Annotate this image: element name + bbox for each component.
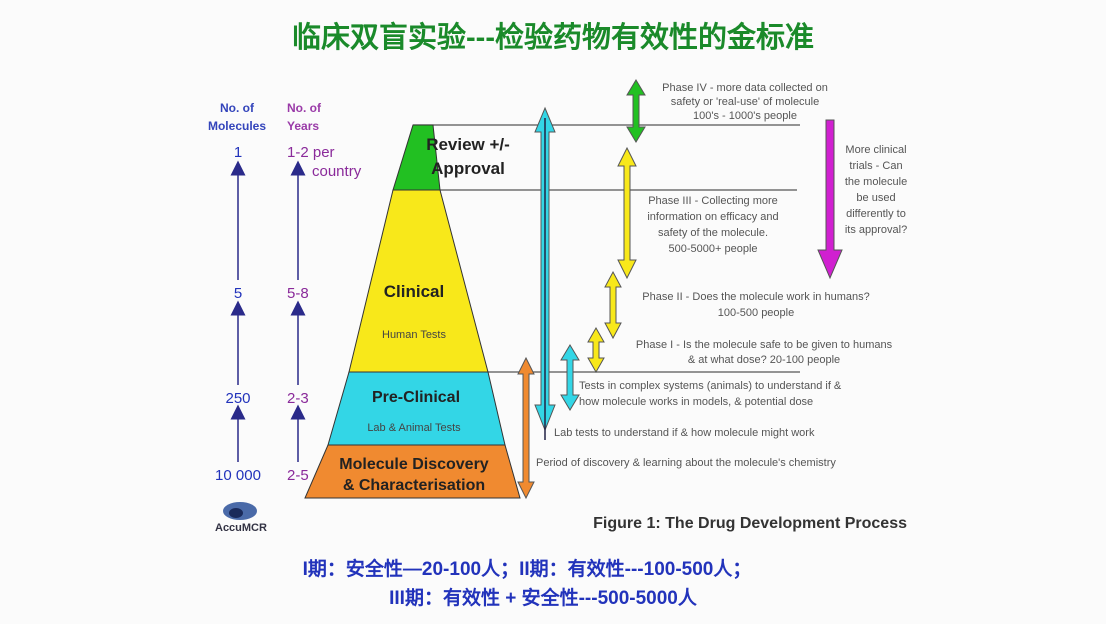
years-country: country	[312, 163, 362, 180]
more-trials-note-6: its approval?	[845, 224, 907, 236]
lab-note: Lab tests to understand if & how molecul…	[554, 427, 815, 439]
phase1-double-arrow	[587, 326, 605, 374]
preclinical-sub-label: Lab & Animal Tests	[367, 422, 461, 434]
years-2-5: 2-5	[287, 467, 309, 484]
logo: AccuMCR	[215, 502, 267, 534]
discovery-note: Period of discovery & learning about the…	[536, 457, 836, 469]
phase2-note-2: 100-500 people	[718, 307, 794, 319]
slide-title: 临床双盲实验---检验药物有效性的金标准	[292, 20, 814, 54]
preclinical-label: Pre-Clinical	[372, 389, 460, 406]
animal-note-1: Tests in complex systems (animals) to un…	[579, 380, 842, 392]
pyramid-clinical-band	[348, 189, 489, 373]
years-2-3: 2-3	[287, 390, 309, 407]
phase3-note-3: safety of the molecule.	[658, 227, 768, 239]
figure-caption: Figure 1: The Drug Development Process	[593, 515, 907, 532]
up-arrows	[230, 160, 306, 462]
years-5-8: 5-8	[287, 285, 309, 302]
more-trials-note-4: be used	[856, 192, 895, 204]
molecules-10000: 10 000	[215, 467, 261, 484]
animal-note-2: how molecule works in models, & potentia…	[579, 396, 813, 408]
more-trials-note-1: More clinical	[845, 144, 906, 156]
years-1-2: 1-2 per	[287, 144, 335, 161]
years-header-1: No. of	[287, 101, 322, 115]
discovery-label-1: Molecule Discovery	[339, 456, 489, 473]
summary-line-2: III期：有效性 + 安全性---500-5000人	[389, 586, 698, 609]
molecules-250: 250	[225, 390, 250, 407]
clinical-sub-label: Human Tests	[382, 329, 446, 341]
more-trials-note-3: the molecule	[845, 176, 907, 188]
review-label-1: Review +/-	[426, 135, 510, 154]
summary-line-1: I期：安全性—20-100人；II期：有效性---100-500人；	[303, 557, 752, 580]
logo-text: AccuMCR	[215, 522, 267, 534]
phase4-note-2: safety or 'real-use' of molecule	[671, 96, 820, 108]
molecules-header-1: No. of	[220, 101, 255, 115]
phase3-note-2: information on efficacy and	[647, 211, 778, 223]
discovery-double-arrow	[517, 356, 535, 500]
phase3-note-4: 500-5000+ people	[669, 243, 758, 255]
pyramid-discovery-band	[304, 444, 521, 499]
review-label-2: Approval	[431, 159, 505, 178]
phase1-note-2: & at what dose? 20-100 people	[688, 354, 840, 366]
phase1-note-1: Phase I - Is the molecule safe to be giv…	[636, 339, 893, 351]
more-trials-note-5: differently to	[846, 208, 906, 220]
more-trials-note-2: trials - Can	[849, 160, 902, 172]
phase3-double-arrow	[617, 146, 637, 280]
phase4-note-1: Phase IV - more data collected on	[662, 82, 828, 94]
discovery-label-2: & Characterisation	[343, 477, 485, 494]
phase4-double-arrow	[626, 79, 646, 143]
clinical-label: Clinical	[384, 282, 444, 301]
phase4-note-3: 100's - 1000's people	[693, 110, 797, 122]
molecules-1: 1	[234, 144, 242, 161]
molecules-header-2: Molecules	[208, 119, 266, 133]
more-trials-down-arrow	[817, 119, 843, 280]
preclinical-double-arrow	[560, 344, 580, 411]
molecules-5: 5	[234, 285, 242, 302]
pyramid-preclinical-band	[327, 371, 506, 446]
years-header-2: Years	[287, 119, 319, 133]
phase2-note-1: Phase II - Does the molecule work in hum…	[642, 291, 869, 303]
phase3-note-1: Phase III - Collecting more	[648, 195, 778, 207]
phase2-double-arrow	[604, 270, 622, 340]
